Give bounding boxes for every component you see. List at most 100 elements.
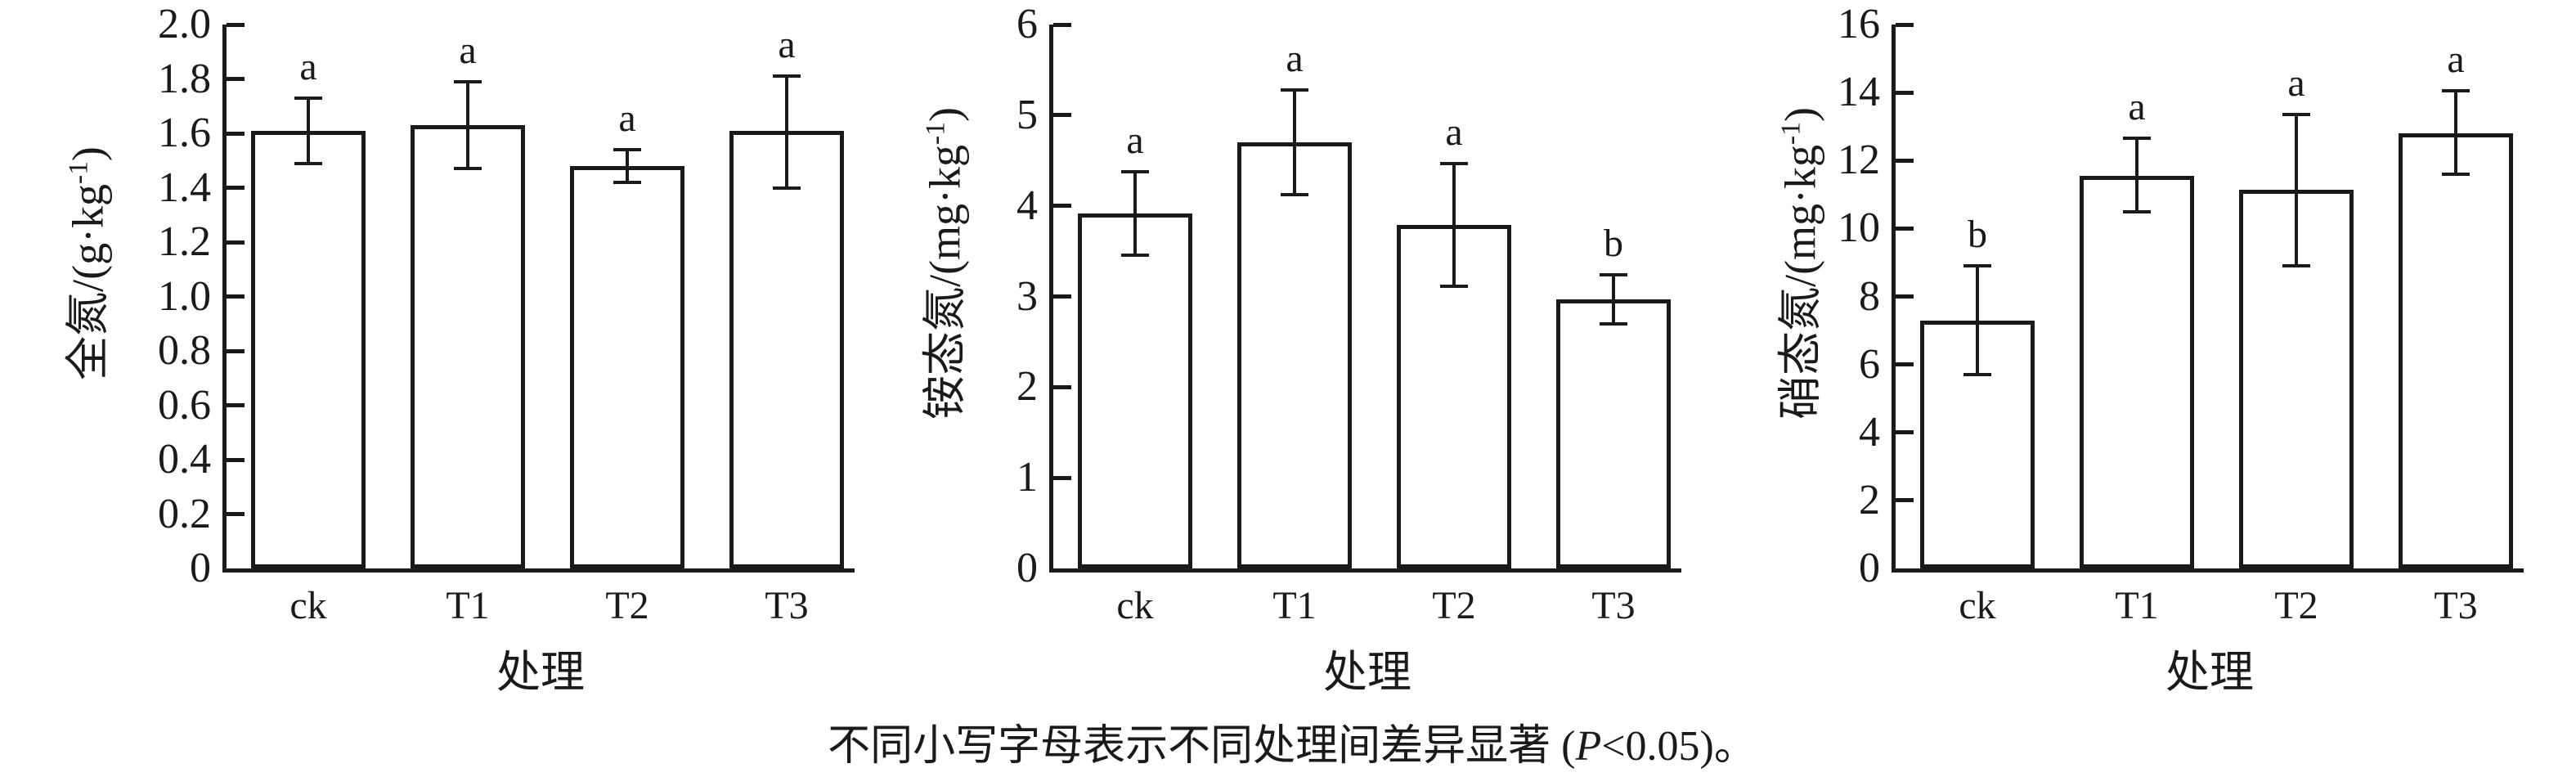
error-bar-line (307, 97, 310, 164)
error-bar-cap-bottom (2442, 172, 2470, 176)
error-bar-cap-top (1121, 169, 1149, 173)
bar-ck (1078, 213, 1192, 568)
y-tick-label: 4 (1016, 182, 1038, 229)
x-axis-label: 处理 (496, 648, 585, 697)
significance-letter: a (299, 44, 317, 88)
plot-area-ammonium-nitrogen: 处理 0 1 2 3 4 5 6 a ck a T1 a T2 b T3 (1016, 1, 1681, 696)
significance-letter: a (1286, 36, 1304, 80)
y-axis-label-close: ) (920, 107, 970, 123)
x-tick-label-ck: ck (1959, 584, 1996, 627)
panel-total-nitrogen: 全氮/(g·kg-1) 处理 0 0.2 0.4 0.6 0.8 1.0 1.2 1.4 1.6… (0, 0, 859, 777)
y-tick-label: 1 (1016, 454, 1038, 501)
plot-area-nitrate-nitrogen: 处理 0 2 4 6 8 10 12 14 16 b ck a T1 a T2 a T3 (1838, 1, 2524, 696)
error-bar-line (1612, 274, 1615, 324)
bar-ck (251, 131, 366, 568)
significance-letter: a (2447, 38, 2465, 82)
y-tick-label: 1.8 (158, 55, 211, 102)
y-tick-mark (1896, 226, 1914, 231)
y-axis-label-superscript: -1 (63, 161, 94, 184)
error-bar-cap-bottom (613, 180, 641, 184)
error-bar-cap-top (1440, 161, 1468, 165)
y-axis-label-superscript: -1 (920, 122, 951, 145)
y-tick-mark (1896, 90, 1914, 95)
x-tick-label-T3: T3 (765, 584, 809, 627)
error-bar-cap-bottom (1121, 253, 1149, 257)
y-tick-label: 6 (1016, 1, 1038, 47)
y-tick-label: 0.6 (158, 381, 211, 429)
x-tick-label-ck: ck (289, 584, 327, 627)
error-bar-cap-top (454, 79, 482, 83)
error-bar-cap-bottom (454, 167, 482, 171)
y-tick-mark (1896, 158, 1914, 163)
y-tick-mark (1053, 113, 1071, 118)
y-tick-mark (227, 403, 245, 407)
bar-T1 (411, 125, 525, 568)
error-bar-cap-bottom (2282, 264, 2310, 268)
x-tick-label-T1: T1 (446, 584, 490, 627)
y-tick-label: 1.6 (158, 110, 211, 156)
error-bar-line (1976, 266, 1979, 375)
x-tick-label-T1: T1 (1272, 584, 1317, 627)
significance-letter: a (1445, 110, 1463, 154)
error-bar-cap-bottom (1600, 321, 1627, 326)
x-axis-label: 处理 (2165, 648, 2254, 697)
plot-area-total-nitrogen: 处理 0 0.2 0.4 0.6 0.8 1.0 1.2 1.4 1.6 1.8 2.0 a ck a T1… (158, 1, 855, 696)
y-tick-mark (1053, 294, 1071, 299)
error-bar-line (2135, 138, 2138, 212)
y-tick-label: 0.8 (158, 327, 211, 374)
panel-nitrate-nitrogen: 硝态氮/(mg·kg-1) 处理 0 2 4 6 8 10 12 14 16 b ck a T1 a T2 a… (1717, 0, 2576, 777)
error-bar-line (1133, 171, 1137, 255)
y-tick-label: 1.4 (158, 164, 211, 211)
y-axis-label-superscript: -1 (1775, 122, 1806, 145)
error-bar-line (1293, 89, 1296, 195)
error-bar-cap-top (2442, 89, 2470, 93)
y-tick-label: 0 (1016, 545, 1038, 591)
error-bar-cap-top (1963, 264, 1991, 268)
x-axis-label: 处理 (1323, 648, 1411, 697)
y-tick-label: 2 (1016, 363, 1038, 411)
y-tick-mark (1053, 204, 1071, 209)
error-bar-cap-bottom (1963, 373, 1991, 377)
y-tick-label: 6 (1859, 340, 1880, 388)
y-axis-label-text: 全氮/(g·kg (63, 183, 113, 380)
y-axis-label-text: 铵态氮/(mg·kg (920, 144, 970, 420)
significance-caption: 不同小写字母表示不同处理间差异显著 (P<0.05)。 (828, 724, 1757, 770)
y-axis-label: 硝态氮/(mg·kg-1) (1768, 107, 1825, 420)
error-bar-line (785, 76, 788, 188)
y-tick-label: 5 (1016, 91, 1038, 138)
y-tick-label: 10 (1838, 204, 1880, 252)
error-bar-cap-bottom (2123, 209, 2151, 213)
error-bar-line (626, 149, 629, 182)
y-tick-mark (1896, 430, 1914, 435)
y-tick-mark (1896, 294, 1914, 299)
significance-letter: a (618, 96, 636, 140)
y-tick-label: 14 (1838, 69, 1880, 116)
significance-letter: a (778, 23, 796, 67)
y-tick-mark (227, 240, 245, 245)
y-tick-label: 4 (1859, 408, 1880, 456)
y-tick-label: 16 (1838, 1, 1880, 47)
caption-p-symbol: P (1575, 723, 1602, 770)
y-tick-label: 0 (1859, 545, 1880, 591)
error-bar-cap-bottom (773, 186, 801, 190)
error-bar-cap-top (294, 96, 322, 100)
error-bar-cap-top (2123, 137, 2151, 141)
x-tick-label-T3: T3 (2434, 584, 2478, 627)
y-tick-label: 2 (1859, 476, 1880, 523)
bar-T3 (729, 131, 844, 568)
caption-prefix: 不同小写字母表示不同处理间差异显著 ( (828, 723, 1576, 770)
x-tick-label-T2: T2 (605, 584, 649, 627)
bar-T3 (2399, 133, 2513, 568)
error-bar-line (1452, 163, 1456, 287)
y-axis-label: 全氮/(g·kg-1) (56, 146, 113, 380)
error-bar-cap-bottom (294, 161, 322, 165)
bar-T1 (1237, 142, 1352, 568)
y-tick-mark (227, 457, 245, 462)
error-bar-line (466, 81, 469, 169)
bar-T3 (1556, 299, 1671, 568)
error-bar-cap-top (1281, 88, 1308, 92)
panel-ammonium-nitrogen: 铵态氮/(mg·kg-1) 处理 0 1 2 3 4 5 6 a ck a T1 a T2 b T3 (859, 0, 1717, 777)
x-tick-label-T1: T1 (2115, 584, 2159, 627)
x-tick-label-T2: T2 (2274, 584, 2318, 627)
